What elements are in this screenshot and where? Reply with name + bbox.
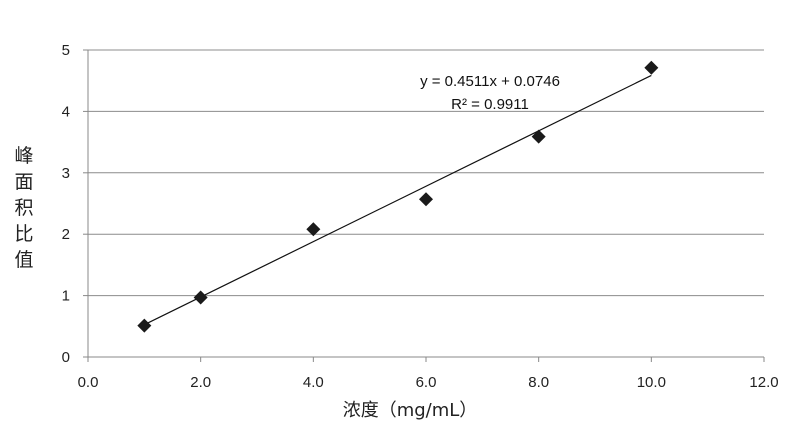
gridlines (88, 49, 764, 297)
y-axis-title-char: 面 (14, 171, 33, 193)
equation-label: y = 0.4511x + 0.0746 (420, 73, 560, 90)
y-tick-label: 2 (62, 226, 70, 243)
data-point (306, 222, 321, 237)
x-axis-title: 浓度（mg/mL） (343, 400, 478, 421)
data-point (193, 290, 208, 305)
x-tick-label: 12.0 (749, 374, 778, 391)
y-tick-label: 1 (62, 288, 70, 305)
x-tick-labels: 0.0 2.0 4.0 6.0 8.0 10.0 12.0 (78, 357, 779, 391)
y-tick-label: 3 (62, 165, 70, 182)
y-axis-title-char: 值 (14, 249, 33, 271)
y-tick-label: 5 (62, 42, 70, 59)
y-tick-label: 4 (62, 103, 70, 120)
data-point (419, 192, 433, 207)
x-tick-label: 6.0 (416, 374, 437, 391)
x-tick-label: 2.0 (190, 374, 211, 391)
x-tick-label: 8.0 (528, 374, 549, 391)
data-point (137, 318, 152, 333)
data-point (644, 60, 659, 75)
y-tick-label: 0 (62, 349, 70, 366)
y-tick-labels: 0 1 2 3 4 5 (62, 42, 88, 366)
trendline (144, 74, 652, 326)
y-axis-title-char: 比 (14, 223, 33, 245)
data-point (531, 129, 546, 144)
x-tick-label: 10.0 (637, 374, 666, 391)
r-squared-label: R² = 0.9911 (451, 96, 529, 113)
x-tick-label: 4.0 (303, 374, 324, 391)
y-axis-title-char: 积 (14, 197, 33, 219)
y-axis-title-char: 峰 (14, 145, 33, 167)
data-points (137, 60, 659, 333)
x-tick-label: 0.0 (78, 374, 99, 391)
